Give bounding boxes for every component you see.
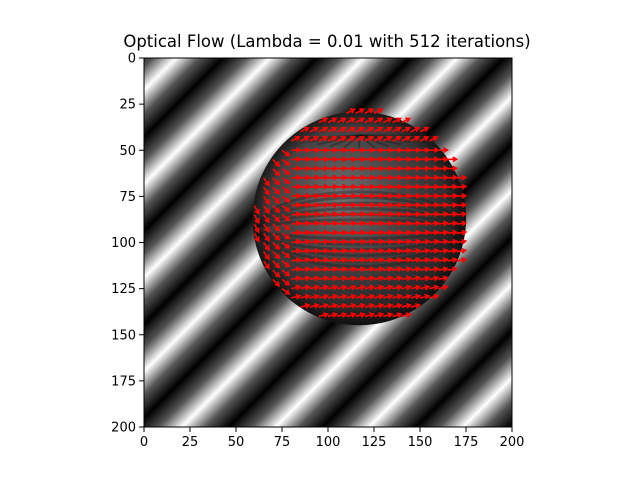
y-tick-label: 0	[128, 52, 136, 67]
x-tick-label: 125	[362, 435, 387, 450]
y-tick-label: 150	[111, 328, 136, 343]
x-tick-label: 0	[140, 435, 148, 450]
y-tick-label: 25	[119, 98, 136, 113]
x-tick-label: 150	[408, 435, 433, 450]
y-tick-label: 175	[111, 374, 136, 389]
y-axis: 0 25 50 75 100 125 150 175 200	[111, 52, 144, 436]
x-tick-label: 175	[454, 435, 479, 450]
x-tick-label: 75	[274, 435, 291, 450]
x-tick-label: 100	[316, 435, 341, 450]
x-axis: 0 25 50 75 100 125 150 175 200	[140, 427, 525, 450]
y-tick-label: 100	[111, 236, 136, 251]
x-tick-label: 25	[182, 435, 199, 450]
sphere-shade	[253, 112, 466, 325]
plot-area	[144, 58, 512, 427]
chart-title: Optical Flow (Lambda = 0.01 with 512 ite…	[0, 32, 640, 51]
y-tick-label: 125	[111, 282, 136, 297]
sphere-image	[253, 112, 466, 325]
y-tick-label: 200	[111, 421, 136, 436]
x-tick-label: 50	[228, 435, 245, 450]
x-tick-label: 200	[500, 435, 525, 450]
y-tick-label: 75	[119, 190, 136, 205]
y-tick-label: 50	[119, 144, 136, 159]
